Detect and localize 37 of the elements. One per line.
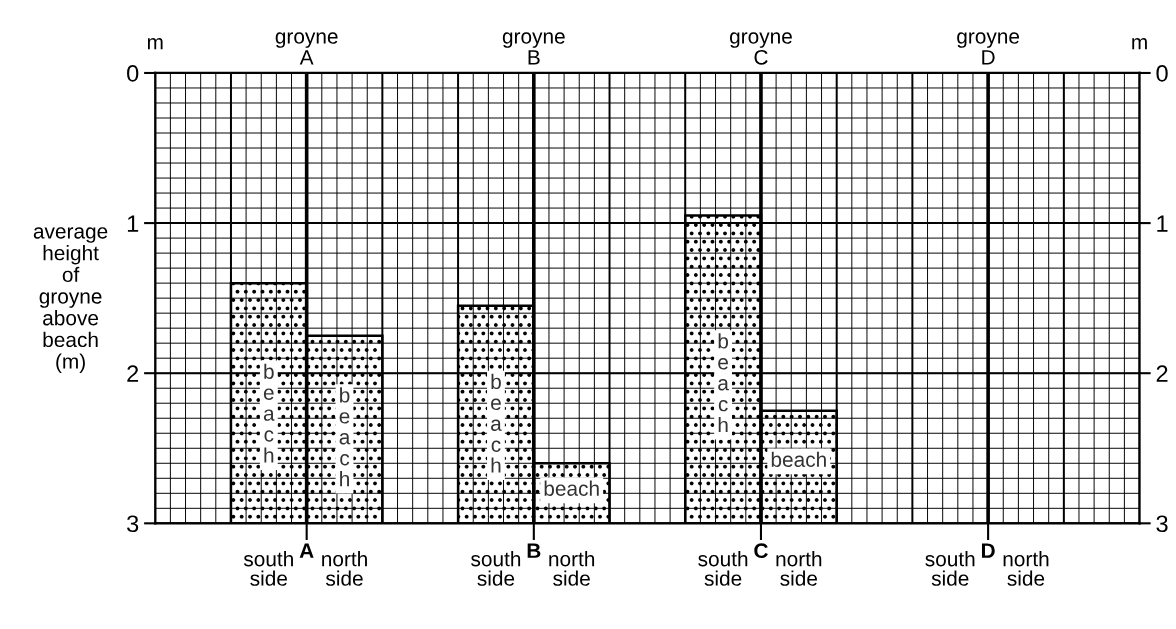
text: groyne (729, 32, 792, 48)
category-label: D (981, 543, 995, 558)
text: north side (549, 551, 595, 586)
data-label: beach (771, 451, 826, 467)
text: groyne (275, 32, 338, 48)
x-tick-label: B (528, 50, 540, 65)
data-label: beach (339, 387, 351, 487)
y-axis-title: average height of groyne above beach (m) (33, 227, 108, 373)
y-tick-label: 3 (127, 515, 139, 533)
text: south side (243, 551, 293, 586)
text: south side (471, 551, 521, 586)
y2-tick-label: 3 (1156, 515, 1168, 533)
text: south side (925, 551, 975, 586)
category-label: B (527, 543, 541, 558)
text: south side (698, 551, 748, 586)
x-tick-label: D (982, 50, 995, 65)
x-tick-label: A (299, 50, 314, 65)
y2-tick-label: 2 (1156, 365, 1168, 382)
y2-tick-label: 0 (1156, 65, 1168, 82)
data-label: beach (544, 480, 599, 496)
data-label: beach (718, 333, 729, 433)
text: north side (322, 551, 367, 586)
data-label: beach (491, 373, 502, 473)
y-tick-label: 2 (127, 365, 139, 382)
text: north side (776, 551, 822, 586)
category-label: C (754, 543, 768, 559)
text: north side (1003, 551, 1049, 586)
text: m (1132, 37, 1147, 50)
data-label: beach (263, 363, 275, 463)
category-label: A (299, 543, 314, 558)
text: m (147, 37, 163, 50)
text: groyne (957, 32, 1020, 48)
text: groyne (502, 32, 565, 48)
y2-tick-label: 1 (1157, 215, 1168, 232)
y-tick-label: 0 (127, 65, 139, 82)
y-tick-label: 1 (127, 215, 139, 232)
x-tick-label: C (754, 49, 768, 65)
